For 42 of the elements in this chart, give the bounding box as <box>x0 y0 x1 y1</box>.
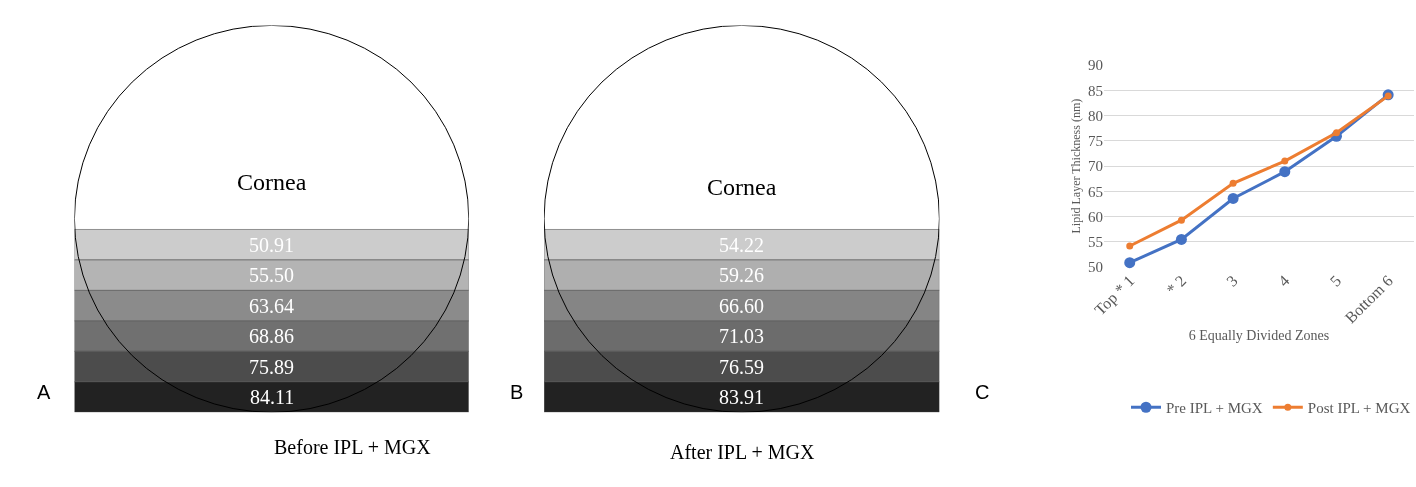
legend-label: Pre IPL + MGX <box>1166 400 1263 417</box>
x-tick-label: 5 <box>1326 271 1345 290</box>
text: Cornea <box>707 174 777 200</box>
x-axis-title: 6 Equally Divided Zones <box>1188 327 1330 343</box>
data-label: 75.89 <box>249 356 294 378</box>
point <box>1229 179 1237 187</box>
data-label: 63.64 <box>249 295 294 317</box>
point <box>1126 242 1134 250</box>
data-label: 71.03 <box>719 325 764 347</box>
y-tick-label: 70 <box>1087 158 1103 175</box>
point <box>1124 257 1136 269</box>
y-axis-title: Lipid Layer Thickness (nm) <box>1069 98 1084 234</box>
y-tick-label: 65 <box>1087 183 1103 200</box>
point <box>1177 216 1185 224</box>
data-label: 55.50 <box>249 264 294 286</box>
point <box>1227 192 1239 204</box>
y-tick-label: 60 <box>1087 208 1103 225</box>
data-label: 83.91 <box>719 386 764 408</box>
y-tick-label: 55 <box>1087 234 1103 251</box>
text: B <box>510 381 524 403</box>
text: Cornea <box>237 169 307 195</box>
y-tick-label: 80 <box>1087 107 1103 124</box>
y-tick-label: 75 <box>1087 133 1103 150</box>
data-label: 84.11 <box>250 386 295 408</box>
x-tick-label: 4 <box>1274 271 1293 290</box>
text: C <box>975 381 990 403</box>
point <box>1281 157 1289 165</box>
data-label: 76.59 <box>719 356 764 378</box>
point <box>1175 233 1187 245</box>
data-label: 66.60 <box>719 295 764 317</box>
text: Before IPL + MGX <box>274 436 432 458</box>
data-label: 68.86 <box>249 325 294 347</box>
y-tick-label: 85 <box>1087 82 1103 99</box>
x-tick-label: 3 <box>1223 271 1241 290</box>
text: After IPL + MGX <box>670 441 815 463</box>
legend-label: Post IPL + MGX <box>1307 400 1411 417</box>
text: A <box>37 381 51 403</box>
point <box>1332 129 1340 137</box>
y-tick-label: 90 <box>1087 57 1103 74</box>
point <box>1279 166 1291 178</box>
data-label: 59.26 <box>719 264 764 286</box>
x-tick-label: * 2 <box>1163 271 1190 299</box>
